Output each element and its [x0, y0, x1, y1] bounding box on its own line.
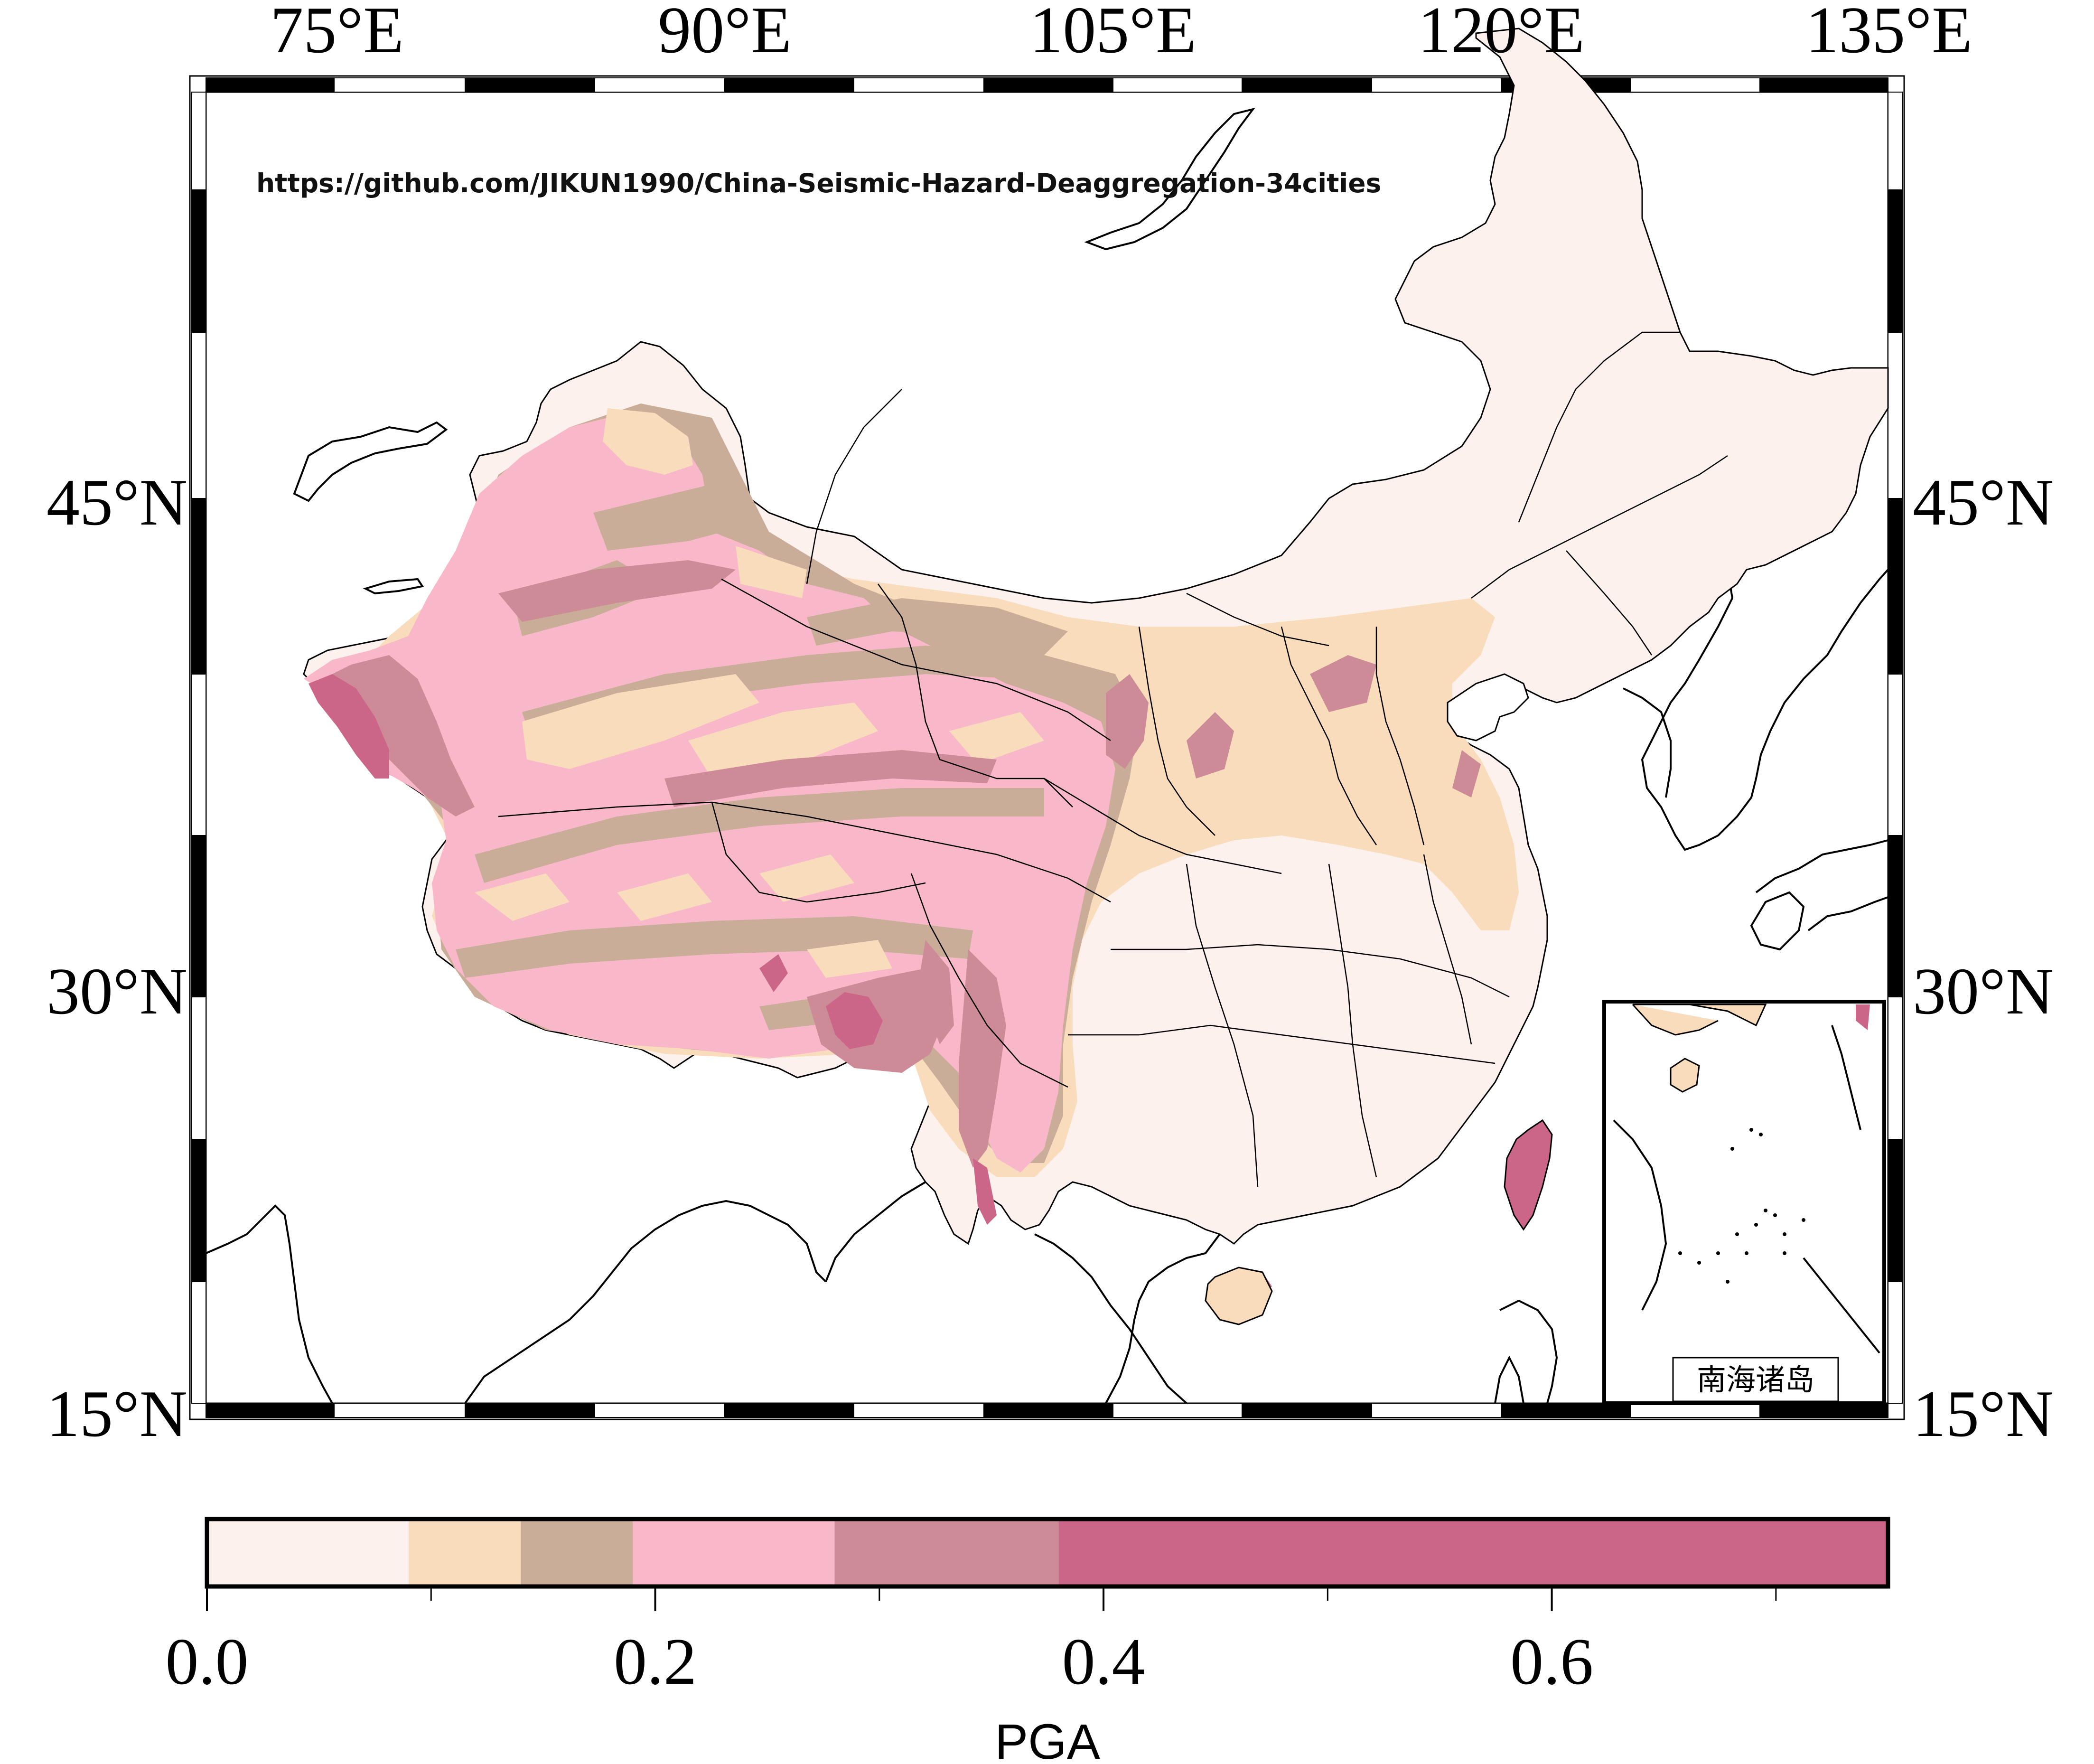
frame-segment-bottom: [1501, 1403, 1631, 1418]
frame-segment-bottom: [1242, 1403, 1372, 1418]
frame-segment-top: [724, 77, 854, 93]
colorbar: 0.0 0.2 0.4 0.6 PGA: [166, 1517, 1890, 1764]
frame-segment-bottom: [334, 1403, 466, 1418]
frame-segment-left: [191, 189, 206, 333]
taiwan-zone: [1504, 1119, 1553, 1231]
lon-label: 90°E: [658, 0, 792, 67]
frame-segment-right: [1888, 674, 1903, 836]
colorbar-tick-label: 0.4: [1062, 1625, 1145, 1698]
frame-segment-top: [1242, 77, 1372, 93]
lat-label: 45°N: [1913, 466, 2054, 539]
frame-segment-bottom: [1112, 1403, 1243, 1418]
frame-segment-bottom: [465, 1403, 595, 1418]
frame-checker-border: [191, 77, 1903, 1418]
lat-label: 30°N: [1913, 955, 2054, 1028]
frame-segment-left: [191, 835, 206, 997]
lat-label: 30°N: [47, 955, 187, 1028]
lon-label: 75°E: [270, 0, 404, 67]
frame-segment-bottom: [1371, 1403, 1502, 1418]
frame-segment-right: [1888, 1281, 1903, 1404]
zone-z4-bands: [313, 560, 1481, 1168]
china-hazard-zones: [303, 28, 1889, 1325]
colorbar-bins: [207, 1519, 1888, 1586]
frame-segment-bottom: [1759, 1403, 1888, 1418]
frame-segment-top: [206, 77, 335, 93]
lat-label: 45°N: [47, 466, 187, 539]
frame-segment-right: [1888, 835, 1903, 997]
colorbar-bin-4: [834, 1519, 1059, 1586]
frame-segment-top: [983, 77, 1113, 93]
hainan-zone: [1205, 1267, 1273, 1325]
frame-segment-top: [594, 77, 725, 93]
frame-segment-right: [1888, 332, 1903, 499]
frame-segment-bottom: [594, 1403, 725, 1418]
frame-segment-left: [191, 498, 206, 675]
frame-segment-top: [1759, 77, 1888, 93]
frame-segment-right: [1888, 498, 1903, 675]
colorbar-bin-5: [1058, 1519, 1888, 1586]
frame-segment-top: [853, 77, 984, 93]
colorbar-bin-1: [409, 1519, 521, 1586]
lon-label: 105°E: [1029, 0, 1197, 67]
colorbar-tick-label: 0.0: [166, 1625, 249, 1698]
zone-z1-patches: [475, 408, 1044, 978]
frame-segment-left: [191, 92, 206, 190]
frame-segment-top: [465, 77, 595, 93]
frame-segment-right: [1888, 1139, 1903, 1282]
frame-segment-bottom: [206, 1403, 335, 1418]
lon-labels-top: 75°E 90°E 105°E 120°E 135°E: [270, 0, 1972, 67]
colorbar-ticks: [206, 1586, 1777, 1611]
frame-segment-bottom: [853, 1403, 984, 1418]
lat-label: 15°N: [1913, 1377, 2054, 1451]
frame-segment-bottom: [1630, 1403, 1760, 1418]
frame-segment-right: [1888, 996, 1903, 1140]
island-dots: [1678, 1128, 1805, 1284]
source-url: https://github.com/JIKUN1990/China-Seism…: [256, 168, 1381, 198]
colorbar-frame: [205, 1517, 1890, 1589]
colorbar-bin-0: [207, 1519, 409, 1586]
frame-segment-top: [334, 77, 466, 93]
frame-segment-left: [191, 332, 206, 499]
lat-label: 15°N: [47, 1377, 187, 1451]
bohai-sea: [1447, 673, 1529, 741]
frame-segment-left: [191, 1139, 206, 1282]
frame-segment-top: [1371, 77, 1502, 93]
colorbar-tick-labels: 0.0 0.2 0.4 0.6: [166, 1625, 1594, 1698]
frame-segment-right: [1888, 92, 1903, 190]
frame-segment-left: [191, 674, 206, 836]
colorbar-bin-3: [633, 1519, 835, 1586]
lon-label: 120°E: [1418, 0, 1585, 67]
frame-segment-bottom: [724, 1403, 854, 1418]
frame-segment-right: [1888, 189, 1903, 333]
colorbar-tick-label: 0.2: [614, 1625, 697, 1698]
zone-z5-areas: [308, 674, 1272, 1296]
south-china-sea-inset: 南海诸岛: [1602, 1000, 1886, 1405]
colorbar-title: PGA: [995, 1714, 1100, 1764]
inset-label: 南海诸岛: [1697, 1362, 1814, 1397]
colorbar-bin-2: [521, 1519, 633, 1586]
lon-label: 135°E: [1805, 0, 1972, 67]
frame-segment-top: [1112, 77, 1243, 93]
lat-labels-right: 45°N 30°N 15°N: [1913, 466, 2054, 1451]
province-boundaries: [498, 331, 1728, 1187]
frame-segment-top: [1630, 77, 1760, 93]
frame-segment-left: [191, 996, 206, 1140]
lat-labels-left: 45°N 30°N 15°N: [47, 466, 187, 1451]
frame-segment-left: [191, 1281, 206, 1404]
colorbar-tick-label: 0.6: [1510, 1625, 1593, 1698]
frame-segment-bottom: [983, 1403, 1113, 1418]
